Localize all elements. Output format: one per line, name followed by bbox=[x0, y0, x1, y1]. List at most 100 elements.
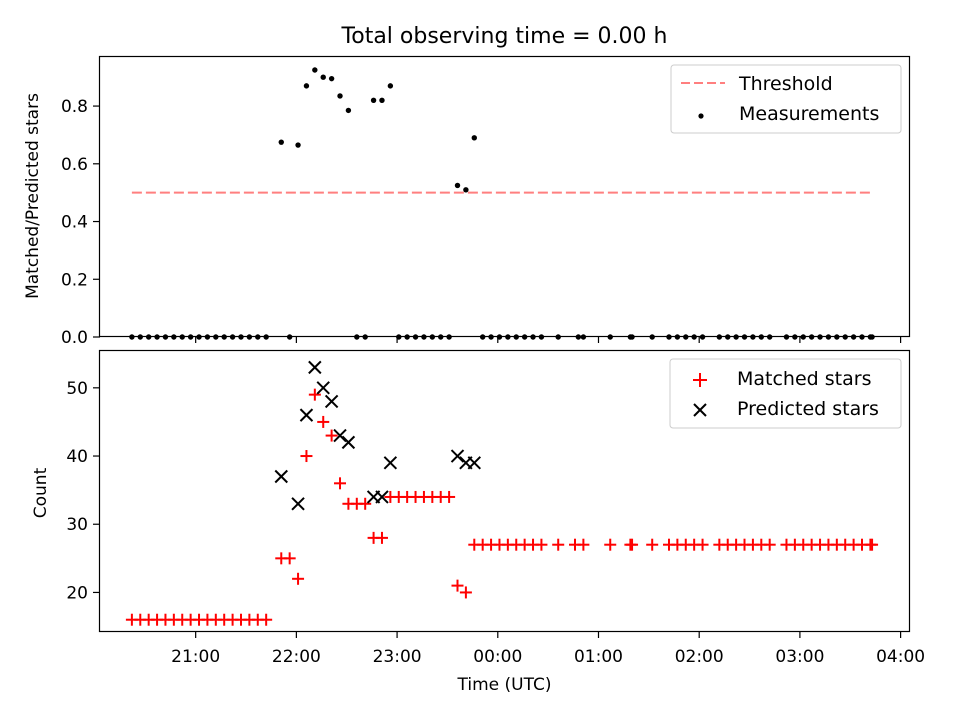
matched-star-point bbox=[359, 497, 372, 510]
measurement-point bbox=[454, 182, 461, 189]
predicted-star-stroke-b bbox=[383, 456, 398, 470]
predicted-star-stroke-b bbox=[324, 394, 339, 409]
measurement-point bbox=[255, 334, 261, 340]
predicted-star-stroke-b bbox=[375, 490, 389, 504]
matched-legend-icon bbox=[693, 373, 707, 387]
measurement-point bbox=[154, 334, 160, 340]
matched-stars-points bbox=[125, 388, 879, 626]
predicted-legend-label: Predicted stars bbox=[737, 398, 879, 420]
count-x-tick-label: 02:00 bbox=[675, 647, 724, 667]
measurement-point bbox=[691, 334, 697, 340]
measurement-point bbox=[513, 334, 519, 340]
predicted-star-point bbox=[324, 394, 339, 409]
measurement-point bbox=[221, 334, 227, 340]
count-y-ticks: 20 30 40 50 bbox=[66, 379, 100, 603]
matched-star-point bbox=[443, 490, 456, 503]
count-x-ticks: 21:00 22:00 23:00 00:00 01:00 02:00 03:00 04:00 bbox=[171, 632, 925, 667]
count-legend: Matched stars Predicted stars bbox=[669, 358, 902, 429]
measurement-point bbox=[530, 334, 536, 340]
measurement-point bbox=[834, 334, 840, 340]
predicted-star-stroke-b bbox=[291, 497, 305, 511]
count-legend-box bbox=[669, 358, 902, 429]
measurement-point bbox=[370, 97, 377, 103]
measurement-point bbox=[766, 334, 773, 340]
matched-star-point bbox=[283, 552, 296, 565]
measurement-point bbox=[196, 334, 202, 340]
measurements-legend-icon bbox=[698, 113, 704, 119]
measurement-point bbox=[171, 334, 177, 340]
count-y-tick-label: 40 bbox=[66, 447, 88, 467]
ratio-y-ticks: 0.0 0.2 0.4 0.6 0.8 bbox=[61, 97, 100, 348]
measurement-point bbox=[555, 334, 561, 340]
measurement-point bbox=[162, 334, 169, 340]
matched-legend-label: Matched stars bbox=[737, 368, 871, 390]
predicted-star-stroke-b bbox=[341, 435, 356, 450]
ratio-legend: Threshold Measurements bbox=[670, 64, 902, 134]
measurement-points bbox=[129, 67, 875, 340]
predicted-star-stroke-b bbox=[299, 408, 314, 422]
count-x-tick-label: 23:00 bbox=[373, 647, 422, 667]
predicted-star-point bbox=[467, 456, 481, 470]
predicted-star-point bbox=[341, 435, 356, 450]
predicted-star-stroke-b bbox=[333, 428, 347, 443]
measurement-point bbox=[800, 334, 806, 340]
matched-star-point bbox=[866, 538, 879, 551]
measurement-point bbox=[629, 334, 635, 340]
predicted-star-point bbox=[299, 408, 314, 422]
matched-star-point bbox=[535, 538, 548, 551]
measurement-point bbox=[649, 334, 655, 340]
matched-star-point bbox=[604, 538, 617, 551]
matched-star-point bbox=[300, 450, 313, 463]
measurement-point bbox=[538, 334, 545, 340]
measurement-point bbox=[741, 334, 748, 340]
measurement-point bbox=[607, 334, 613, 340]
matched-star-point bbox=[375, 531, 388, 544]
figure-title: Total observing time = 0.00 h bbox=[341, 24, 668, 49]
ratio-y-tick-label: 0.2 bbox=[61, 270, 88, 290]
measurement-point bbox=[379, 97, 385, 103]
measurement-point bbox=[303, 83, 310, 89]
matched-star-point bbox=[626, 538, 639, 551]
matched-star-point bbox=[308, 388, 321, 401]
measurement-point bbox=[666, 334, 672, 340]
matched-star-point bbox=[325, 429, 338, 442]
predicted-star-point bbox=[291, 497, 305, 511]
ratio-y-tick-label: 0.8 bbox=[61, 97, 88, 117]
ratio-y-tick-label: 0.4 bbox=[61, 213, 88, 233]
predicted-legend-icon bbox=[693, 403, 707, 417]
measurement-point bbox=[683, 334, 689, 340]
measurement-point bbox=[204, 334, 211, 340]
matched-star-point bbox=[696, 538, 709, 551]
predicted-star-point bbox=[333, 428, 347, 443]
measurement-point bbox=[869, 334, 875, 340]
matched-star-point bbox=[292, 572, 305, 585]
count-y-tick-label: 20 bbox=[66, 583, 88, 603]
predicted-star-stroke-b bbox=[450, 449, 465, 463]
measurement-point bbox=[345, 107, 352, 114]
measurement-point bbox=[842, 334, 848, 340]
predicted-star-point bbox=[383, 456, 398, 470]
matched-star-point bbox=[646, 538, 659, 551]
measurement-point bbox=[286, 334, 293, 340]
ratio-y-axis-label: Matched/Predicted stars bbox=[23, 93, 43, 299]
measurement-point bbox=[479, 334, 486, 340]
measurement-point bbox=[396, 334, 402, 340]
predicted-star-point bbox=[274, 469, 288, 484]
matched-star-point bbox=[317, 415, 330, 428]
count-plot-frame bbox=[98, 349, 911, 633]
measurement-point bbox=[488, 334, 494, 340]
measurement-point bbox=[446, 334, 452, 340]
predicted-star-point bbox=[375, 490, 389, 504]
measurement-point bbox=[758, 334, 764, 340]
measurement-point bbox=[238, 334, 244, 340]
count-panel: 20 30 40 50 21:00 22:00 23:00 00:00 01:00 02:00 0… bbox=[31, 349, 925, 695]
measurement-point bbox=[129, 334, 135, 340]
measurement-point bbox=[699, 334, 706, 340]
measurement-point bbox=[278, 139, 284, 145]
measurement-point bbox=[783, 334, 790, 340]
measurement-point bbox=[328, 75, 335, 82]
count-x-tick-label: 21:00 bbox=[171, 647, 220, 667]
measurement-point bbox=[808, 334, 815, 340]
measurement-point bbox=[229, 334, 236, 340]
ratio-y-tick-label: 0.0 bbox=[61, 328, 88, 348]
